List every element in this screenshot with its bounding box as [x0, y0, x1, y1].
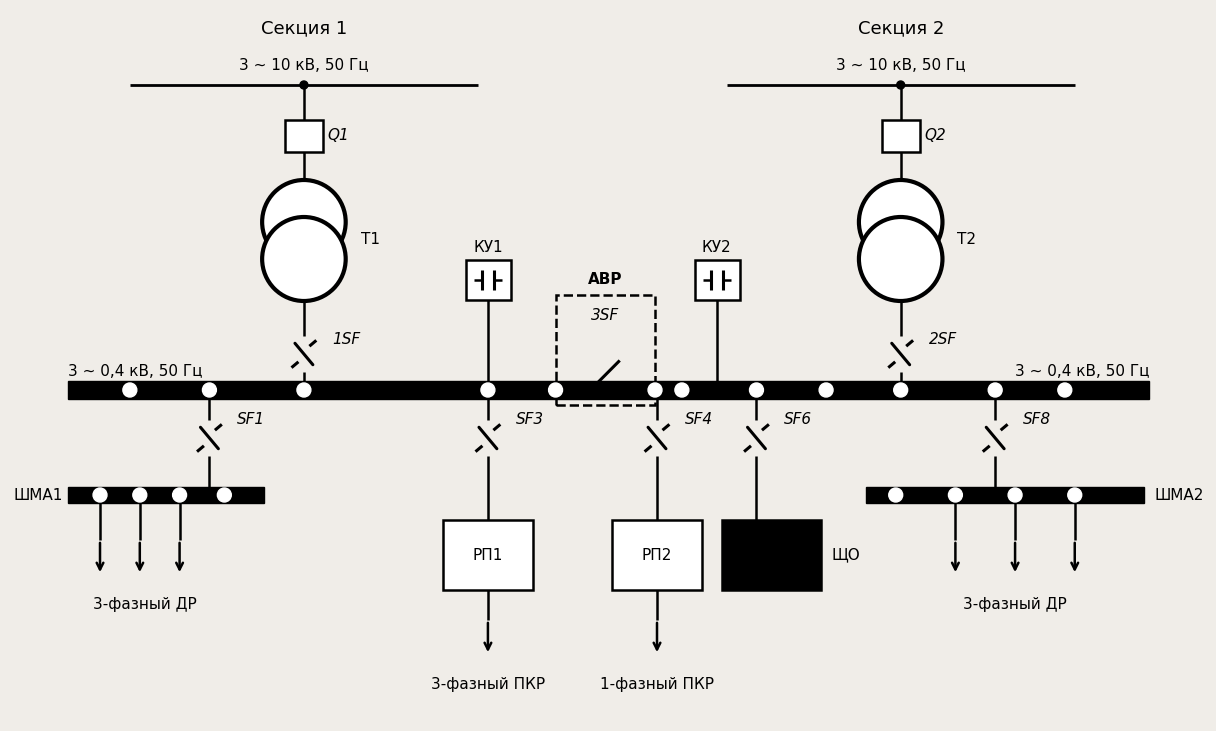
Text: Секция 1: Секция 1: [260, 19, 347, 37]
Text: SF3: SF3: [516, 412, 544, 428]
Text: КУ2: КУ2: [702, 240, 732, 256]
Text: ЩО: ЩО: [831, 548, 860, 562]
Bar: [466, 260, 511, 300]
Text: 3 ~ 10 кВ, 50 Гц: 3 ~ 10 кВ, 50 Гц: [240, 58, 368, 72]
Circle shape: [482, 383, 495, 397]
Text: КУ1: КУ1: [473, 240, 502, 256]
Text: Секция 2: Секция 2: [857, 19, 944, 37]
Circle shape: [133, 488, 147, 502]
Text: Q1: Q1: [328, 129, 349, 143]
Text: 3 ~ 0,4 кВ, 50 Гц: 3 ~ 0,4 кВ, 50 Гц: [1015, 365, 1149, 379]
Text: SF6: SF6: [784, 412, 812, 428]
Circle shape: [1058, 383, 1071, 397]
Circle shape: [894, 383, 907, 397]
Circle shape: [648, 383, 662, 397]
Bar: [612, 520, 702, 590]
Text: SF1: SF1: [237, 412, 265, 428]
Circle shape: [989, 383, 1002, 397]
Circle shape: [1068, 488, 1082, 502]
Circle shape: [1008, 488, 1021, 502]
Text: РП2: РП2: [642, 548, 672, 562]
Circle shape: [173, 488, 186, 502]
Circle shape: [820, 383, 833, 397]
Text: 3-фазный ДР: 3-фазный ДР: [92, 597, 197, 613]
Circle shape: [263, 180, 345, 264]
Circle shape: [202, 383, 216, 397]
Text: 2SF: 2SF: [929, 331, 957, 346]
Circle shape: [263, 217, 345, 301]
Text: Т1: Т1: [361, 232, 379, 248]
Text: 3 ~ 0,4 кВ, 50 Гц: 3 ~ 0,4 кВ, 50 Гц: [68, 365, 203, 379]
Text: ШМА1: ШМА1: [13, 488, 63, 502]
Bar: [721, 520, 821, 590]
Bar: [68, 487, 264, 503]
Text: 3-фазный ПКР: 3-фазный ПКР: [430, 678, 545, 692]
Text: ШМА2: ШМА2: [1154, 488, 1204, 502]
Bar: [443, 520, 533, 590]
Circle shape: [896, 81, 905, 89]
Bar: [866, 487, 1144, 503]
Bar: [694, 260, 739, 300]
Text: SF8: SF8: [1023, 412, 1051, 428]
Text: 1-фазный ПКР: 1-фазный ПКР: [599, 678, 714, 692]
Bar: [68, 381, 1149, 399]
Circle shape: [675, 383, 688, 397]
Circle shape: [297, 383, 311, 397]
Circle shape: [749, 383, 764, 397]
Text: Q2: Q2: [924, 129, 946, 143]
Bar: [285, 120, 322, 152]
Text: 1SF: 1SF: [332, 331, 360, 346]
Circle shape: [218, 488, 231, 502]
Text: АВР: АВР: [589, 273, 623, 287]
Circle shape: [889, 488, 902, 502]
Circle shape: [548, 383, 563, 397]
Text: 3 ~ 10 кВ, 50 Гц: 3 ~ 10 кВ, 50 Гц: [835, 58, 966, 72]
Bar: [556, 295, 655, 405]
Circle shape: [123, 383, 137, 397]
Circle shape: [858, 217, 942, 301]
Circle shape: [948, 488, 962, 502]
Text: 3SF: 3SF: [591, 308, 619, 322]
Text: РП1: РП1: [473, 548, 503, 562]
Text: SF4: SF4: [685, 412, 713, 428]
Circle shape: [300, 81, 308, 89]
Text: 3-фазный ДР: 3-фазный ДР: [963, 597, 1066, 613]
Circle shape: [858, 180, 942, 264]
Circle shape: [94, 488, 107, 502]
Text: Т2: Т2: [957, 232, 976, 248]
Bar: [882, 120, 919, 152]
